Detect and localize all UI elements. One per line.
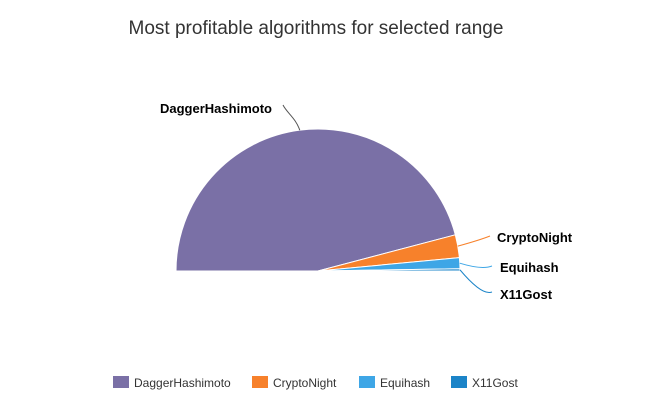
connector-daggerhashimoto <box>282 104 301 131</box>
legend-swatch-cryptonight <box>252 376 268 388</box>
legend-swatch-daggerhashimoto <box>113 376 129 388</box>
connector-x11gost <box>459 269 493 294</box>
legend-item-x11gost[interactable]: X11Gost <box>451 376 518 390</box>
slice-label-equihash: Equihash <box>500 260 559 275</box>
connector-cryptonight <box>457 235 491 247</box>
pie-slices <box>175 128 461 272</box>
slice-label-daggerhashimoto: DaggerHashimoto <box>160 101 272 116</box>
legend-label-cryptonight: CryptoNight <box>273 376 337 390</box>
legend-item-cryptonight[interactable]: CryptoNight <box>252 376 337 390</box>
label-connectors <box>282 104 493 294</box>
legend-label-daggerhashimoto: DaggerHashimoto <box>134 376 231 390</box>
slice-label-x11gost: X11Gost <box>500 287 553 302</box>
legend-label-x11gost: X11Gost <box>472 376 518 390</box>
legend: DaggerHashimoto CryptoNight Equihash X11Gos… <box>113 376 518 390</box>
legend-item-daggerhashimoto[interactable]: DaggerHashimoto <box>113 376 231 390</box>
slice-labels: DaggerHashimoto CryptoNight Equihash X11Gos… <box>160 101 573 302</box>
legend-swatch-equihash <box>359 376 375 388</box>
legend-label-equihash: Equihash <box>380 376 430 390</box>
connector-equihash <box>459 262 493 268</box>
chart-title: Most profitable algorithms for selected … <box>129 18 504 39</box>
pie-slice-daggerhashimoto[interactable] <box>175 128 456 272</box>
slice-label-cryptonight: CryptoNight <box>497 230 573 245</box>
legend-swatch-x11gost <box>451 376 467 388</box>
legend-item-equihash[interactable]: Equihash <box>359 376 430 390</box>
